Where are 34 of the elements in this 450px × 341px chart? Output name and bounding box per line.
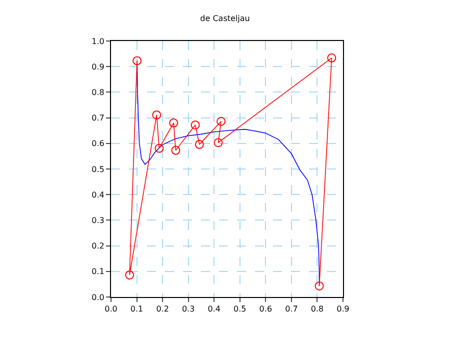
y-tick-label: 0.9 [92,62,104,72]
point [327,53,336,62]
x-tick-label: 0.3 [182,304,195,314]
point [190,120,200,130]
x-tick-label: 0.1 [130,304,144,314]
chart-title: de Casteljau [200,14,250,23]
x-tick-label: 0.7 [285,304,298,314]
x-tick-label: 0.6 [259,304,272,314]
point [194,140,204,149]
y-tick-label: 0.6 [92,139,104,148]
x-tick-label: 0.0 [104,304,118,314]
y-tick-label: 0.7 [92,114,104,123]
point [169,118,178,128]
point [314,281,324,290]
point [152,110,162,120]
x-tick-label: 0.5 [234,304,246,314]
y-tick-label: 0.8 [92,88,104,97]
y-tick-label: 0.5 [92,164,104,174]
point [214,138,223,148]
point [216,116,226,126]
y-tick-label: 0.1 [92,267,104,276]
point [132,56,142,66]
y-tick-label: 1.0 [92,36,104,46]
y-tick-label: 0.3 [92,216,104,225]
y-tick-label: 0.4 [92,190,104,200]
x-tick-label: 0.2 [156,304,169,314]
x-tick-label: 0.9 [336,304,350,314]
y-tick-label: 0.0 [92,292,104,302]
x-tick-label: 0.4 [208,304,220,314]
point [171,146,180,155]
x-tick-label: 0.8 [310,304,324,314]
point [125,270,134,280]
y-tick-label: 0.2 [92,242,104,251]
point [154,144,164,153]
